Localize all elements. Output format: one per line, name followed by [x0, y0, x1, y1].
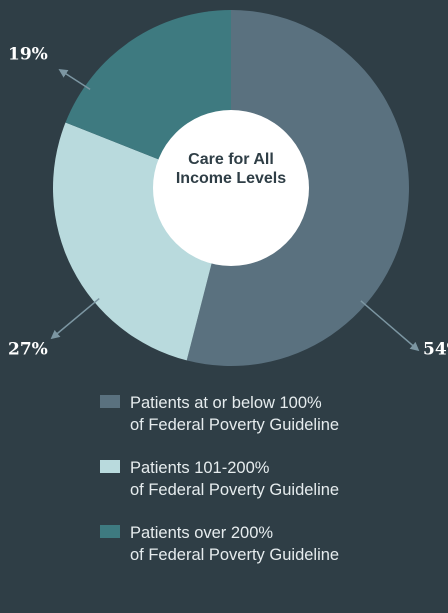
legend-label: Patients 101-200% of Federal Poverty Gui… [130, 459, 340, 499]
center-label: Care for All Income Levels [175, 151, 287, 187]
legend: Patients at or below 100% of Federal Pov… [100, 392, 440, 587]
label-arrow [360, 300, 420, 352]
legend-item: Patients 101-200% of Federal Poverty Gui… [100, 457, 440, 501]
data-label: 54% [423, 340, 448, 360]
label-arrow [58, 69, 91, 90]
legend-swatch [100, 525, 120, 538]
legend-item: Patients over 200% of Federal Poverty Gu… [100, 522, 440, 566]
legend-label: Patients at or below 100% of Federal Pov… [130, 394, 340, 434]
center-circle [153, 110, 309, 266]
legend-item: Patients at or below 100% of Federal Pov… [100, 392, 440, 436]
legend-swatch [100, 395, 120, 408]
legend-swatch [100, 460, 120, 473]
data-label: 19% [8, 45, 48, 65]
legend-label: Patients over 200% of Federal Poverty Gu… [130, 524, 340, 564]
data-label: 27% [8, 340, 48, 360]
label-arrow [50, 297, 100, 340]
